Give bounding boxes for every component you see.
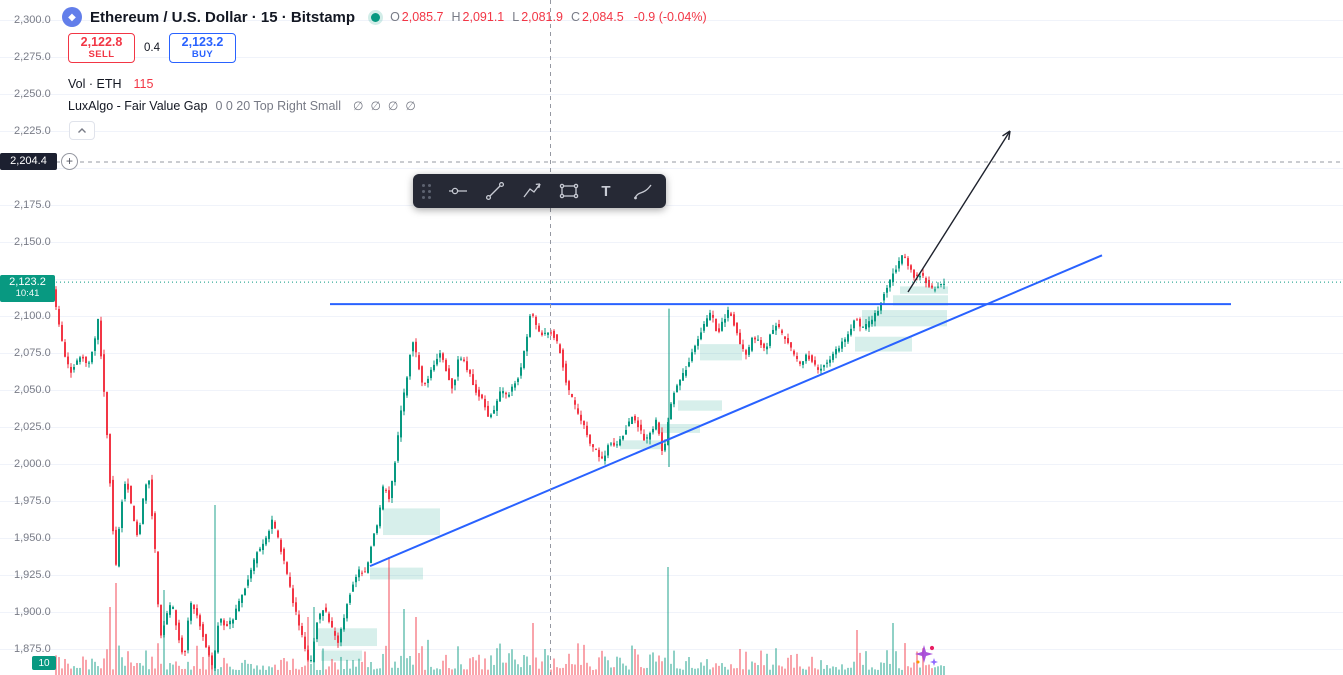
indicator-params: 0 0 20 Top Right Small: [215, 99, 341, 113]
drawing-toolbar: T: [413, 174, 666, 208]
price-tick-label: 1,900.0: [14, 606, 51, 618]
collapse-legend-button[interactable]: [69, 121, 95, 140]
price-tick-label: 1,925.0: [14, 569, 51, 581]
open-value: 2,085.7: [401, 10, 444, 24]
symbol-legend: ◆ Ethereum / U.S. Dollar · 15 · Bitstamp…: [62, 7, 707, 27]
price-tick-label: 2,150.0: [14, 236, 51, 248]
indicator-action-icon[interactable]: ∅: [405, 99, 416, 113]
ethereum-logo-icon: ◆: [62, 7, 82, 27]
price-tick-label: 2,000.0: [14, 458, 51, 470]
last-price-label: 2,123.2 10:41: [0, 274, 55, 302]
price-tick-label: 1,975.0: [14, 495, 51, 507]
price-tick-label: 1,950.0: [14, 532, 51, 544]
trend-line-icon: [485, 181, 504, 201]
volume-axis-label: 10: [32, 656, 56, 670]
indicator-action-icons[interactable]: ∅ ∅ ∅ ∅: [353, 99, 416, 113]
trend-line-tool[interactable]: [476, 174, 513, 208]
rectangle-tool[interactable]: [550, 174, 587, 208]
price-tick-label: 2,225.0: [14, 125, 51, 137]
indicator-action-icon[interactable]: ∅: [387, 99, 399, 113]
symbol-title[interactable]: Ethereum / U.S. Dollar · 15 · Bitstamp: [90, 8, 356, 26]
crosshair-price-label: 2,204.4: [0, 152, 57, 170]
price-tick-label: 2,275.0: [14, 51, 51, 63]
market-status-icon[interactable]: [371, 12, 381, 22]
crosshair-price-value: 2,204.4: [10, 155, 47, 168]
price-tick-label: 2,100.0: [14, 310, 51, 322]
brush-icon: [633, 184, 652, 200]
text-icon: T: [601, 183, 610, 200]
low-label: L: [512, 10, 520, 24]
indicator-action-icon[interactable]: ∅: [352, 99, 364, 113]
buy-button[interactable]: 2,123.2 BUY: [169, 33, 236, 63]
high-label: H: [451, 10, 461, 24]
horizontal-ray-icon: [448, 187, 467, 195]
bar-countdown: 10:41: [15, 288, 40, 300]
indicator-action-icon[interactable]: ∅: [370, 99, 381, 113]
close-value: 2,084.5: [581, 10, 624, 24]
trade-panel: 2,122.8 SELL 0.4 2,123.2 BUY: [68, 33, 236, 63]
sell-button[interactable]: 2,122.8 SELL: [68, 33, 135, 63]
buy-price: 2,123.2: [181, 35, 224, 50]
plus-icon: +: [65, 154, 73, 169]
price-tick-label: 2,050.0: [14, 384, 51, 396]
ohlc-legend: O 2,085.7 H 2,091.1 L 2,081.9 C 2,084.5 -0.9…: [390, 10, 707, 24]
magic-sparkle-icon[interactable]: [910, 643, 940, 674]
ethereum-glyph: ◆: [68, 11, 76, 23]
arrow-path-icon: [522, 183, 541, 198]
price-tick-label: 2,075.0: [14, 347, 51, 359]
rectangle-icon: [559, 183, 578, 199]
volume-legend-value: 115: [133, 77, 154, 91]
add-alert-button[interactable]: +: [61, 152, 78, 170]
spread-value: 0.4: [144, 42, 160, 54]
brush-tool[interactable]: [624, 174, 661, 208]
volume-axis-value: 10: [38, 657, 50, 669]
svg-text:T: T: [601, 183, 610, 200]
chevron-up-icon: [78, 127, 86, 133]
high-value: 2,091.1: [462, 10, 505, 24]
price-tick-label: 1,875.0: [14, 643, 51, 655]
buy-label: BUY: [191, 48, 214, 60]
change-value: -0.9 (-0.04%): [633, 10, 707, 24]
indicator-legend[interactable]: LuxAlgo - Fair Value Gap 0 0 20 Top Righ…: [68, 99, 416, 113]
volume-legend[interactable]: Vol · ETH 115: [68, 77, 153, 91]
open-label: O: [390, 10, 400, 24]
last-price-value: 2,123.2: [9, 276, 46, 289]
price-scale[interactable]: 2,300.0 2,275.0 2,250.0 2,225.0 2,175.0 2,150…: [0, 0, 60, 675]
close-label: C: [570, 10, 580, 24]
indicator-name: LuxAlgo - Fair Value Gap: [68, 99, 208, 113]
low-value: 2,081.9: [521, 10, 563, 24]
arrow-path-tool[interactable]: [513, 174, 550, 208]
sell-price: 2,122.8: [80, 35, 123, 50]
price-tick-label: 2,025.0: [14, 421, 51, 433]
volume-legend-label: Vol · ETH: [68, 77, 122, 91]
horizontal-ray-tool[interactable]: [439, 174, 476, 208]
price-tick-label: 2,250.0: [14, 88, 51, 100]
text-tool[interactable]: T: [587, 174, 624, 208]
toolbar-drag-handle[interactable]: [422, 183, 431, 199]
price-tick-label: 2,175.0: [14, 199, 51, 211]
price-tick-label: 2,300.0: [14, 14, 51, 26]
sell-label: SELL: [88, 48, 115, 60]
